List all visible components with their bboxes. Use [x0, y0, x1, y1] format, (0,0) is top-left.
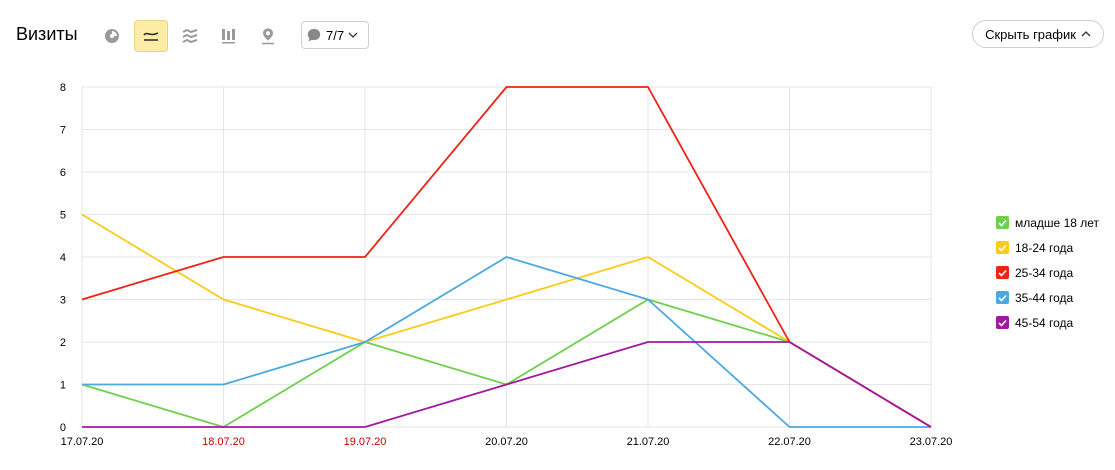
stacked-area-icon [182, 28, 198, 44]
y-tick-label: 7 [60, 125, 66, 137]
checkbox-icon[interactable] [996, 241, 1009, 254]
y-tick-label: 0 [60, 422, 66, 434]
y-tick-label: 3 [60, 295, 66, 307]
line-chart-button[interactable] [134, 20, 168, 52]
y-tick-label: 6 [60, 167, 66, 179]
chart-legend: младше 18 лет 18-24 года 25-34 года 35-44 г… [996, 210, 1099, 335]
bar-chart-button[interactable] [212, 20, 246, 52]
legend-item[interactable]: 25-34 года [996, 260, 1099, 285]
bar-chart-icon [222, 29, 235, 44]
series-count: 7/7 [326, 27, 345, 43]
map-button[interactable] [251, 20, 285, 52]
hide-chart-button[interactable]: Скрыть график [972, 20, 1104, 48]
x-tick-label: 21.07.20 [627, 436, 670, 448]
checkbox-icon[interactable] [996, 316, 1009, 329]
legend-label: 35-44 года [1015, 290, 1074, 305]
chevron-down-icon [348, 32, 358, 38]
x-tick-label: 22.07.20 [768, 436, 811, 448]
legend-label: младше 18 лет [1015, 215, 1100, 230]
pie-chart-button[interactable] [95, 20, 129, 52]
line-chart-icon [143, 32, 159, 41]
x-tick-label: 19.07.20 [344, 436, 387, 448]
series-line [82, 256, 931, 428]
comment-icon [307, 28, 321, 42]
legend-label: 45-54 года [1015, 315, 1074, 330]
legend-item[interactable]: 18-24 года [996, 235, 1099, 260]
x-tick-label: 20.07.20 [485, 436, 528, 448]
hide-chart-label: Скрыть график [985, 26, 1076, 42]
x-tick-label: 23.07.20 [910, 436, 953, 448]
checkbox-icon[interactable] [996, 291, 1009, 304]
series-selector[interactable]: 7/7 [301, 21, 369, 49]
series-line [82, 341, 932, 428]
y-tick-label: 5 [60, 210, 66, 222]
legend-item[interactable]: 35-44 года [996, 285, 1099, 310]
page-title: Визиты [16, 24, 78, 44]
pie-chart-icon [105, 29, 119, 43]
chevron-up-icon [1081, 31, 1091, 37]
checkbox-icon[interactable] [996, 216, 1009, 229]
legend-label: 25-34 года [1015, 265, 1074, 280]
stacked-area-button[interactable] [173, 20, 207, 52]
legend-item[interactable]: младше 18 лет [996, 210, 1099, 235]
y-tick-label: 2 [60, 337, 66, 349]
x-tick-label: 17.07.20 [61, 436, 104, 448]
y-tick-label: 8 [60, 82, 66, 94]
checkbox-icon[interactable] [996, 266, 1009, 279]
legend-label: 18-24 года [1015, 240, 1074, 255]
legend-item[interactable]: 45-54 года [996, 310, 1099, 335]
x-tick-label: 18.07.20 [202, 436, 245, 448]
y-tick-label: 4 [60, 252, 66, 264]
map-pin-icon [262, 28, 274, 45]
y-tick-label: 1 [60, 380, 66, 392]
